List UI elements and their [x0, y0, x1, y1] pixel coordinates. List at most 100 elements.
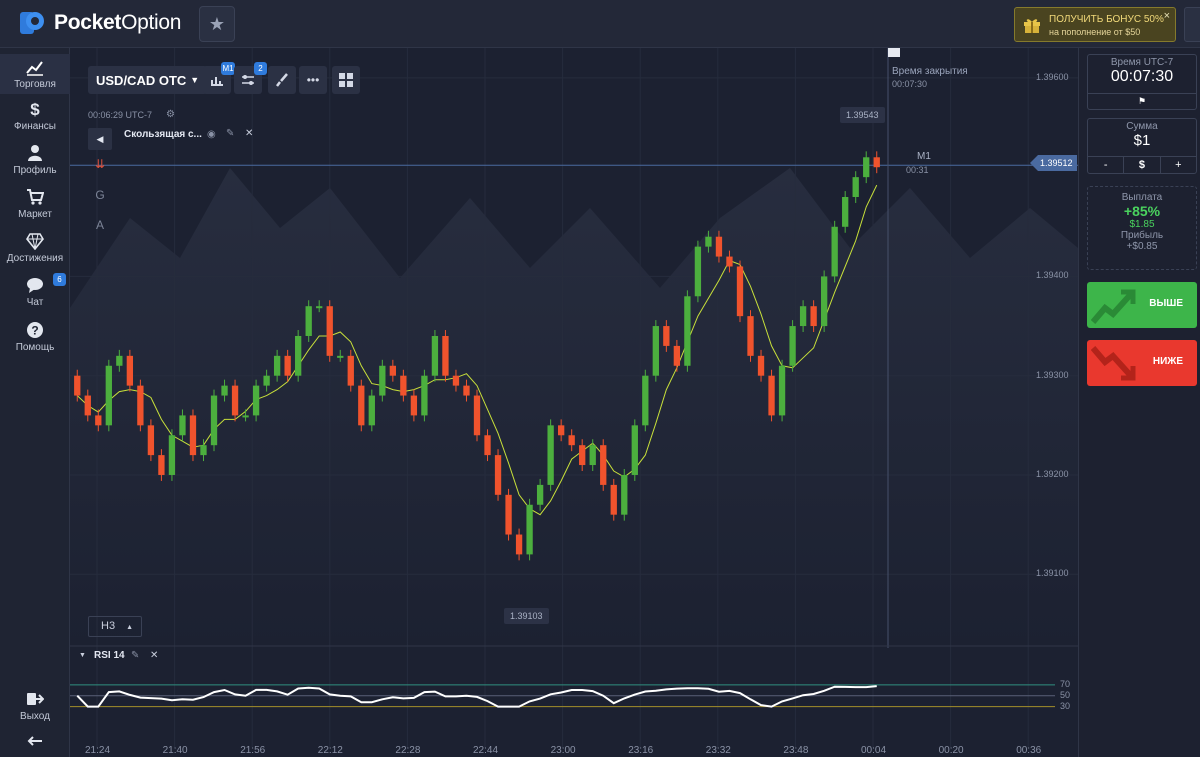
candle-body — [810, 306, 817, 327]
sliders-icon — [242, 75, 254, 85]
sidebar-item-label: Торговля — [14, 79, 56, 90]
candle-body — [242, 415, 249, 418]
left-tool-a[interactable]: A — [95, 218, 104, 232]
sort-arrows-icon[interactable]: ⇊ — [94, 157, 106, 171]
sidebar-item-help[interactable]: ? Помощь — [0, 321, 70, 353]
candle-body — [158, 455, 165, 475]
candle-body — [768, 375, 775, 416]
zoom-selector[interactable]: H3 ▲ — [88, 616, 142, 637]
rsi-label: RSI 14 — [94, 650, 125, 661]
collapse-sidebar-button[interactable] — [0, 732, 70, 753]
bonus-banner[interactable]: ПОЛУЧИТЬ БОНУС 50% на пополнение от $50 … — [1014, 7, 1176, 42]
candle-body — [642, 375, 649, 426]
candle-body — [726, 256, 733, 267]
indicators-button[interactable]: 2 — [234, 62, 267, 94]
candle-body — [831, 226, 838, 277]
sidebar-item-profile[interactable]: Профиль — [0, 144, 70, 176]
expiry-time: 00:07:30 — [892, 79, 928, 89]
x-axis-label: 21:24 — [85, 745, 111, 756]
amount-plus-button[interactable]: + — [1175, 159, 1182, 171]
rsi-edit-icon[interactable]: ✎ — [131, 650, 140, 661]
pair-selector[interactable]: USD/CAD OTC ▼ — [88, 66, 208, 94]
rsi-level-label: 30 — [1060, 700, 1071, 711]
amount-box[interactable]: Сумма $1 - $ + — [1087, 118, 1197, 174]
candle-body — [600, 445, 607, 485]
sell-lower-button[interactable]: НИЖЕ — [1087, 340, 1197, 386]
candle-body — [231, 385, 239, 416]
candle-body — [126, 355, 134, 386]
x-axis-label: 00:36 — [1016, 745, 1042, 756]
rsi-collapse-icon[interactable]: ▼ — [79, 652, 86, 659]
payout-box: Выплата +85% $1.85 Прибыль +$0.85 — [1087, 186, 1197, 270]
x-axis-label: 23:16 — [628, 745, 654, 756]
candle-body — [536, 484, 544, 505]
candle-body — [284, 355, 291, 376]
candle-body — [484, 435, 491, 456]
rsi-level-label: 50 — [1060, 689, 1071, 700]
help-icon: ? — [27, 322, 43, 338]
remove-indicator-icon[interactable]: ✕ — [245, 128, 254, 139]
candle-body — [842, 197, 849, 227]
sidebar-item-achievements[interactable]: Достижения — [0, 232, 70, 264]
sidebar-item-label: Помощь — [15, 342, 55, 353]
x-axis-label: 23:00 — [550, 745, 576, 756]
sidebar-item-label: Достижения — [6, 253, 64, 264]
y-axis-label: 1.39300 — [1036, 369, 1069, 380]
candle-body — [568, 435, 575, 446]
candle-body — [400, 375, 407, 396]
sidebar-item-finance[interactable]: $ Финансы — [0, 100, 70, 132]
dollar-icon: $ — [30, 100, 40, 118]
favorites-star-button[interactable]: ★ — [199, 6, 235, 42]
candle-body — [684, 296, 691, 366]
sidebar-item-chat[interactable]: Чат 6 — [0, 273, 70, 308]
trade-panel: Время UTC-7 00:07:30 ⚑ Сумма $1 - $ + Вы… — [1078, 48, 1200, 757]
y-axis-label: 1.39100 — [1036, 568, 1069, 579]
candles-layer — [74, 151, 880, 561]
more-options-button[interactable]: ••• — [299, 66, 327, 94]
sidebar-item-label: Чат — [26, 297, 44, 308]
ellipsis-icon: ••• — [306, 73, 320, 87]
timeframe-button[interactable]: M1 — [203, 62, 235, 94]
layout-button[interactable] — [332, 66, 360, 94]
pencil-icon[interactable]: ✎ — [226, 128, 235, 139]
sidebar-item-label: Профиль — [13, 165, 57, 176]
arrow-left-icon — [27, 736, 42, 746]
x-axis-label: 22:44 — [473, 745, 499, 756]
drawing-tool-button[interactable] — [268, 66, 296, 94]
candle-body — [863, 157, 870, 178]
bonus-subtitle: на пополнение от $50 — [1049, 27, 1141, 37]
collapse-tools-button[interactable]: ◀ — [88, 128, 112, 150]
candle-body — [189, 415, 197, 456]
candle-body — [147, 425, 155, 456]
profit-title: Прибыль — [1120, 230, 1164, 241]
chart-area[interactable] — [70, 48, 1078, 757]
settings-gear-icon[interactable]: ⚙ — [166, 109, 175, 120]
candle-body — [799, 306, 807, 327]
eye-icon[interactable]: ◉ — [207, 129, 216, 140]
chat-icon — [27, 278, 43, 293]
candle-body — [368, 395, 375, 426]
logout-button[interactable]: Выход — [0, 690, 70, 722]
candle-body — [778, 365, 786, 416]
candle-body — [442, 335, 449, 376]
current-timeframe: M1 — [917, 151, 931, 162]
rsi-remove-icon[interactable]: ✕ — [150, 650, 159, 661]
candle-body — [305, 306, 312, 336]
panel-toggle-button[interactable] — [1184, 7, 1200, 42]
candle-body — [473, 395, 481, 436]
logo[interactable]: PocketOption — [18, 10, 181, 36]
server-time: 00:06:29 UTC-7 — [88, 110, 153, 120]
sidebar-item-market[interactable]: Маркет — [0, 188, 70, 220]
left-tool-g[interactable]: G — [95, 188, 105, 202]
amount-minus-button[interactable]: - — [1088, 157, 1125, 173]
user-icon — [28, 145, 42, 161]
logout-label: Выход — [20, 711, 50, 722]
buy-higher-button[interactable]: ВЫШЕ — [1087, 282, 1197, 328]
bonus-close-icon[interactable]: × — [1163, 10, 1170, 22]
x-axis-label: 22:12 — [317, 745, 343, 756]
currency-button[interactable]: $ — [1124, 157, 1161, 173]
expiry-time-box[interactable]: Время UTC-7 00:07:30 ⚑ — [1087, 54, 1197, 110]
price-chart[interactable] — [70, 48, 1078, 757]
timeframe-badge: M1 — [221, 62, 235, 75]
sidebar-item-trading[interactable]: Торговля — [0, 54, 70, 94]
